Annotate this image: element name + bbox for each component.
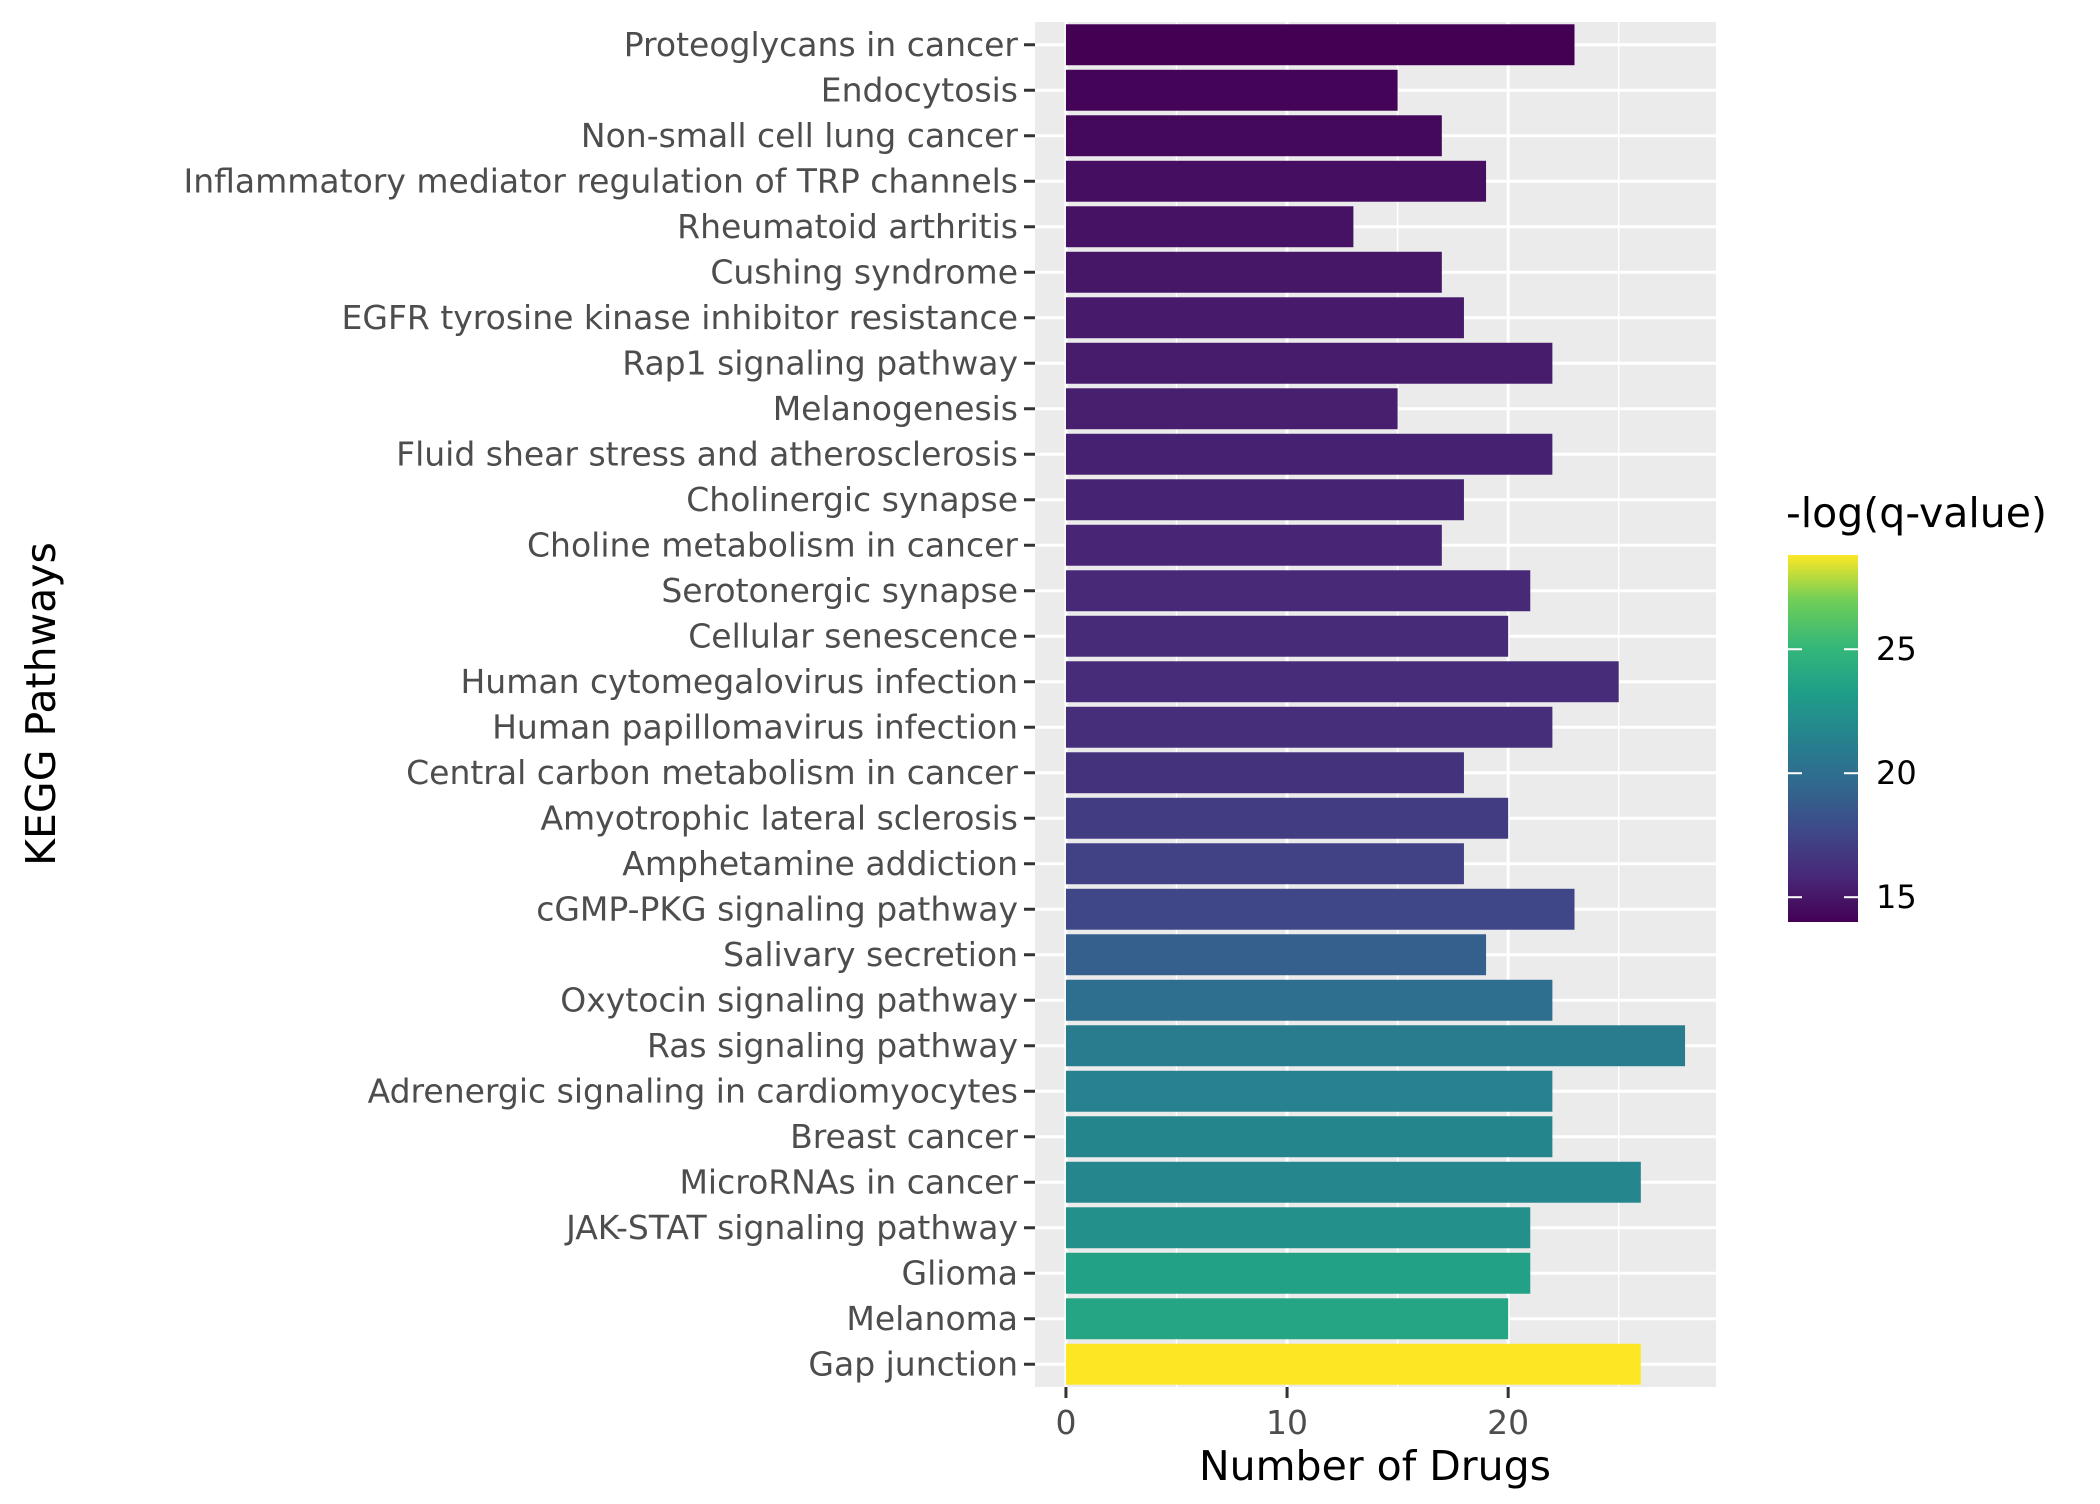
y-tick-label: Fluid shear stress and atherosclerosis — [396, 434, 1018, 473]
bar — [1065, 160, 1487, 202]
legend-colorbar — [1788, 555, 1858, 922]
bar — [1065, 843, 1464, 885]
y-tick-label: Salivary secretion — [723, 935, 1018, 974]
y-tick-label: Gap junction — [808, 1344, 1018, 1383]
legend: -log(q-value) 15 20 25 — [1786, 489, 2047, 922]
x-tick-label: 0 — [1055, 1403, 1076, 1442]
bar — [1065, 388, 1398, 430]
y-tick-label: Endocytosis — [821, 70, 1018, 109]
bar — [1065, 342, 1553, 384]
bar — [1065, 797, 1509, 839]
bar — [1065, 1298, 1509, 1340]
bar — [1065, 570, 1531, 612]
y-tick-label: Rheumatoid arthritis — [677, 207, 1018, 246]
y-tick-label: Cholinergic synapse — [686, 480, 1018, 519]
y-tick-label: MicroRNAs in cancer — [679, 1162, 1018, 1201]
y-tick-label: Inflammatory mediator regulation of TRP … — [183, 161, 1018, 200]
bar — [1065, 752, 1464, 794]
y-tick-label: Ras signaling pathway — [647, 1026, 1018, 1065]
x-tick-label: 20 — [1487, 1403, 1529, 1442]
legend-tick-label: 25 — [1876, 630, 1917, 668]
y-tick-label: Serotonergic synapse — [661, 571, 1018, 610]
bar — [1065, 297, 1464, 339]
bar — [1065, 706, 1553, 748]
y-tick-label: Adrenergic signaling in cardiomyocytes — [368, 1071, 1018, 1110]
legend-tick-label: 20 — [1876, 754, 1917, 792]
legend-ticks: 15 20 25 — [1788, 630, 1917, 916]
bar — [1065, 251, 1442, 293]
bar — [1065, 979, 1553, 1021]
y-tick-label: Melanoma — [846, 1299, 1018, 1338]
y-tick-label: EGFR tyrosine kinase inhibitor resistanc… — [342, 298, 1018, 337]
y-axis-ticks: Proteoglycans in cancer Endocytosis Non-sm… — [183, 25, 1035, 1383]
x-axis-ticks: 0 10 20 — [1055, 1387, 1529, 1442]
y-tick-label: Human papillomavirus infection — [492, 707, 1018, 746]
y-tick-label: Glioma — [902, 1253, 1018, 1292]
bar — [1065, 1343, 1641, 1385]
bar — [1065, 888, 1575, 930]
y-axis-title: KEGG Pathways — [17, 542, 65, 866]
bar — [1065, 115, 1442, 157]
y-tick-label: Cellular senescence — [688, 616, 1018, 655]
y-tick-label: cGMP-PKG signaling pathway — [536, 889, 1018, 928]
bar — [1065, 24, 1575, 66]
y-tick-label: Non-small cell lung cancer — [581, 116, 1019, 155]
bar — [1065, 661, 1619, 703]
legend-tick-label: 15 — [1876, 878, 1917, 916]
y-tick-label: JAK-STAT signaling pathway — [564, 1208, 1018, 1247]
bar — [1065, 433, 1553, 475]
plot-panel — [1035, 22, 1716, 1387]
bar — [1065, 1116, 1553, 1158]
bar — [1065, 1025, 1686, 1067]
y-tick-label: Cushing syndrome — [710, 252, 1018, 291]
bar — [1065, 206, 1354, 248]
bars — [1065, 24, 1686, 1385]
bar — [1065, 1070, 1553, 1112]
bar — [1065, 1161, 1641, 1203]
x-axis-title: Number of Drugs — [1199, 1442, 1551, 1490]
y-tick-label: Proteoglycans in cancer — [624, 25, 1019, 64]
bar — [1065, 69, 1398, 111]
y-tick-label: Choline metabolism in cancer — [527, 525, 1018, 564]
bar — [1065, 524, 1442, 566]
y-tick-label: Amphetamine addiction — [622, 844, 1018, 883]
y-tick-label: Breast cancer — [790, 1117, 1018, 1156]
y-tick-label: Central carbon metabolism in cancer — [406, 753, 1018, 792]
x-tick-label: 10 — [1266, 1403, 1308, 1442]
bar — [1065, 934, 1487, 976]
bar — [1065, 1207, 1531, 1249]
legend-title: -log(q-value) — [1786, 489, 2047, 537]
y-tick-label: Amyotrophic lateral sclerosis — [540, 798, 1018, 837]
y-tick-label: Oxytocin signaling pathway — [560, 980, 1018, 1019]
bar — [1065, 1252, 1531, 1294]
bar — [1065, 615, 1509, 657]
bar — [1065, 479, 1464, 521]
y-tick-label: Human cytomegalovirus infection — [460, 662, 1018, 701]
y-tick-label: Melanogenesis — [773, 389, 1018, 428]
y-tick-label: Rap1 signaling pathway — [622, 343, 1018, 382]
